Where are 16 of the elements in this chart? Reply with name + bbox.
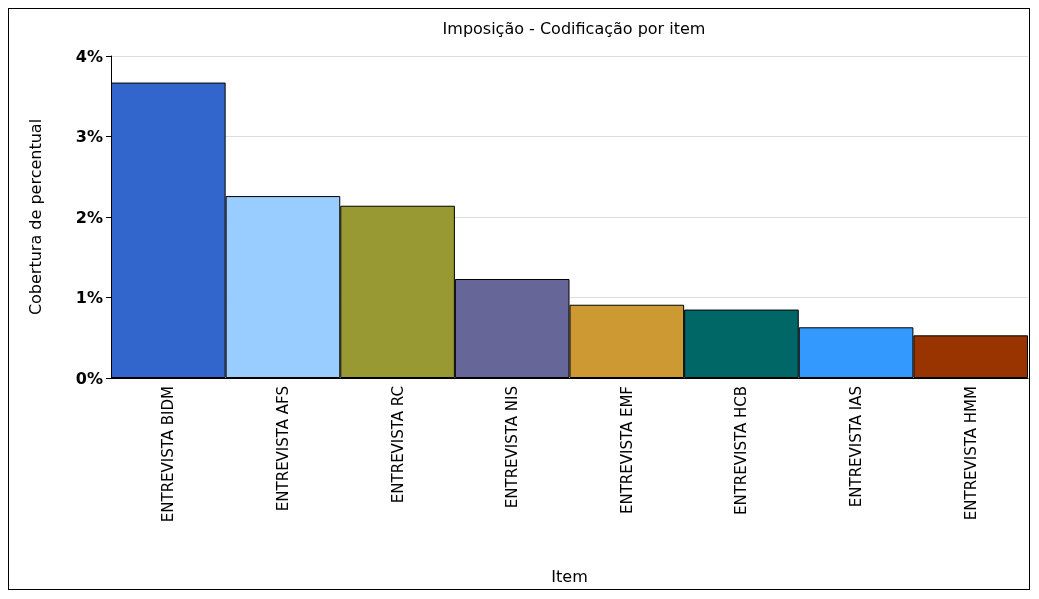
y-axis-title: Cobertura de percentual: [25, 118, 45, 316]
x-tick-label: ENTREVISTA HCB: [732, 386, 751, 516]
y-tick-label: 3%: [75, 127, 103, 146]
y-tick-label: 2%: [75, 207, 103, 227]
x-tick-label: ENTREVISTA RC: [388, 386, 407, 504]
x-tick-label: ENTREVISTA EMF: [617, 386, 636, 515]
x-tick-label: ENTREVISTA AFS: [273, 386, 292, 512]
chart-title: Imposição - Codificação por item: [442, 18, 706, 38]
y-tick-label: 0%: [75, 368, 103, 388]
x-tick-label: ENTREVISTA HMM: [961, 386, 980, 521]
x-tick-label: ENTREVISTA BIDM: [159, 386, 178, 523]
y-tick-label: 1%: [75, 288, 103, 307]
x-axis-title: Item: [551, 566, 588, 586]
x-tick-label: ENTREVISTA NIS: [503, 386, 522, 509]
y-tick-label: 4%: [75, 46, 103, 66]
x-tick-label: ENTREVISTA IAS: [847, 386, 866, 508]
